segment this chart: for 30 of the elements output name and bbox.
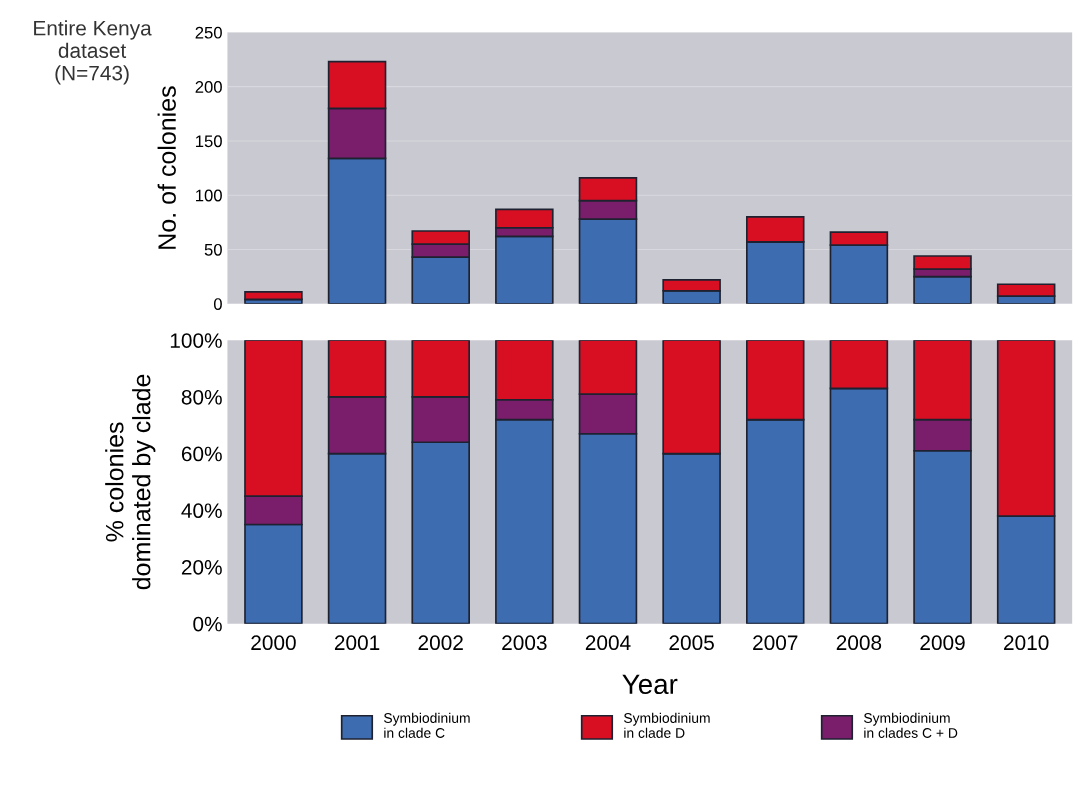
x-axis-title: Year (622, 674, 678, 695)
legend-label: Symbiodinium in clade C (383, 712, 470, 738)
x-tick-label: 2010 (1004, 635, 1049, 651)
y-tick-label: 80% (181, 389, 222, 405)
x-tick-label: 2002 (418, 635, 463, 651)
chart-title: Entire Kenya dataset (N=743) (34, 20, 152, 85)
x-tick-label: 2003 (502, 635, 547, 651)
y-tick-label: 250 (195, 26, 222, 39)
x-tick-label: 2009 (920, 635, 965, 651)
legend-label: Symbiodinium in clade D (623, 712, 710, 738)
y-tick-label: 0% (193, 616, 222, 632)
x-tick-label: 2004 (585, 635, 631, 651)
x-tick-label: 2007 (753, 635, 798, 651)
x-tick-label: 2001 (334, 635, 380, 651)
y-tick-label: 0 (213, 298, 222, 310)
y-tick-label: 100 (196, 189, 222, 202)
y-axis-title: % colonies dominated by clade (105, 374, 156, 590)
y-tick-label: 50 (204, 243, 222, 256)
y-tick-label: 20% (181, 560, 222, 575)
y-tick-label: 40% (181, 503, 222, 519)
x-tick-label: 2008 (836, 635, 882, 651)
x-tick-label: 2005 (669, 635, 714, 651)
y-axis-title: No. of colonies (157, 86, 176, 249)
y-tick-label: 60% (181, 446, 222, 462)
y-tick-label: 150 (196, 135, 222, 148)
y-tick-label: 100% (170, 333, 222, 348)
y-tick-label: 200 (195, 81, 222, 93)
x-tick-label: 2000 (251, 635, 296, 651)
legend-label: Symbiodinium in clades C + D (863, 712, 958, 738)
bar (244, 290, 303, 301)
